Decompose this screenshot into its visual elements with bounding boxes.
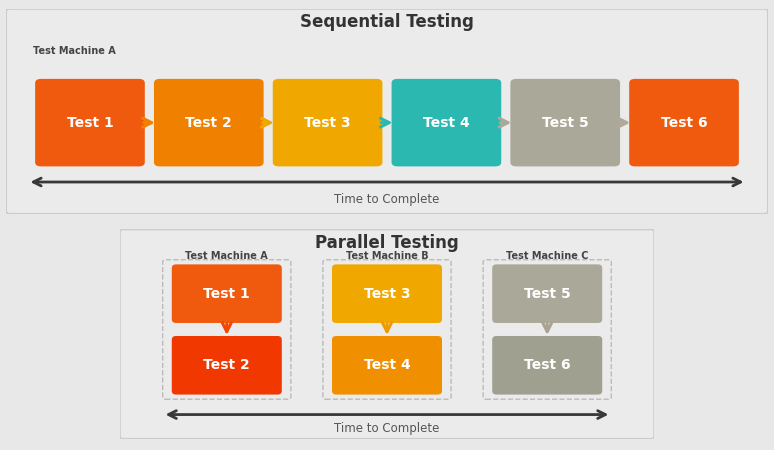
FancyBboxPatch shape — [492, 264, 602, 323]
Text: Test 5: Test 5 — [542, 116, 588, 130]
FancyBboxPatch shape — [332, 336, 442, 395]
Text: Test 3: Test 3 — [364, 287, 410, 301]
Text: Test Machine A: Test Machine A — [186, 252, 268, 261]
Text: Parallel Testing: Parallel Testing — [315, 234, 459, 252]
Text: Test 3: Test 3 — [304, 116, 351, 130]
Text: Test 1: Test 1 — [204, 287, 250, 301]
FancyBboxPatch shape — [154, 79, 264, 166]
Text: Test Machine C: Test Machine C — [506, 252, 588, 261]
Text: Test 6: Test 6 — [524, 358, 570, 372]
FancyBboxPatch shape — [272, 79, 382, 166]
FancyBboxPatch shape — [392, 79, 502, 166]
Text: Time to Complete: Time to Complete — [334, 193, 440, 206]
FancyBboxPatch shape — [172, 336, 282, 395]
Text: Test 4: Test 4 — [423, 116, 470, 130]
Text: Test 2: Test 2 — [204, 358, 250, 372]
Text: Test 6: Test 6 — [661, 116, 707, 130]
FancyBboxPatch shape — [332, 264, 442, 323]
FancyBboxPatch shape — [510, 79, 620, 166]
Text: Time to Complete: Time to Complete — [334, 422, 440, 435]
Text: Test 1: Test 1 — [67, 116, 113, 130]
Text: Test Machine B: Test Machine B — [346, 252, 428, 261]
Text: Test 4: Test 4 — [364, 358, 410, 372]
Text: Test 2: Test 2 — [186, 116, 232, 130]
FancyBboxPatch shape — [172, 264, 282, 323]
FancyBboxPatch shape — [629, 79, 739, 166]
FancyBboxPatch shape — [35, 79, 145, 166]
FancyBboxPatch shape — [492, 336, 602, 395]
FancyBboxPatch shape — [6, 9, 768, 214]
Text: Test 5: Test 5 — [524, 287, 570, 301]
FancyBboxPatch shape — [120, 230, 654, 439]
Text: Sequential Testing: Sequential Testing — [300, 13, 474, 31]
Text: Test Machine A: Test Machine A — [33, 46, 115, 56]
